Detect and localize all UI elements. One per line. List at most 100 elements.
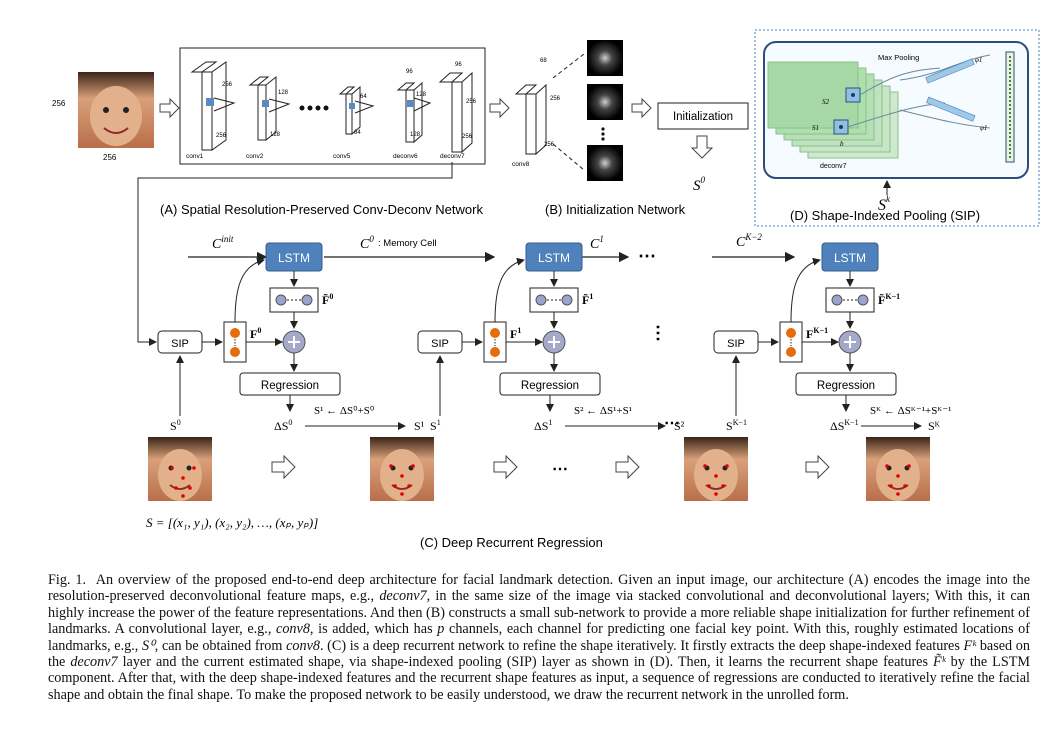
- s-out-label: S¹: [414, 419, 425, 433]
- lstm-label: LSTM: [278, 251, 310, 265]
- layer-conv2: 128 128 conv2: [246, 75, 291, 160]
- s1-label: S1: [812, 124, 819, 132]
- svg-text:256: 256: [222, 82, 233, 88]
- update-formula: Sᴷ ← ΔSᴷ⁻¹+Sᴷ⁻¹: [870, 405, 951, 417]
- caption-text-6: . (C) is a deep recurrent network to ref…: [319, 637, 964, 654]
- b-label: b: [840, 140, 844, 148]
- layer-conv8: [514, 83, 547, 156]
- svg-text:256: 256: [216, 133, 227, 139]
- regression-label: Regression: [817, 380, 875, 392]
- ellipsis-mid: ⋯: [648, 324, 668, 342]
- caption-em-2: conv8: [276, 621, 310, 638]
- s-in-label: SK−1: [726, 418, 747, 433]
- figure-caption: Fig. 1. An overview of the proposed end-…: [48, 572, 1030, 703]
- face-image-2: [684, 437, 748, 501]
- arrow-right-icon: [615, 454, 640, 480]
- caption-text-9: by the LSTM component. After that, with …: [48, 654, 1030, 703]
- face-image-0: [148, 437, 212, 501]
- lstm-label: LSTM: [538, 251, 570, 265]
- f-label: F0: [250, 326, 261, 341]
- panel-b-label: (B) Initialization Network: [545, 202, 686, 217]
- caption-em-3: p: [437, 621, 445, 638]
- panel-d: S2 S1 b deconv7 Max Pooling φ1 φ1 Sk (D)…: [754, 29, 1040, 227]
- phi-top-label: φ1: [975, 56, 982, 64]
- svg-text:64: 64: [360, 94, 367, 100]
- c-init-label: Cinit: [212, 234, 234, 252]
- shape-formula: S = [(x₁, y₁), (x₂, y₂), …, (xₚ, yₚ)]: [146, 515, 318, 530]
- initialization-box: [657, 102, 749, 130]
- heatmap-1: [587, 40, 623, 76]
- s-out-label: Sᴷ: [928, 419, 941, 433]
- s0-output: S0: [693, 175, 706, 194]
- sip-label: SIP: [727, 338, 745, 350]
- svg-text:128: 128: [416, 92, 427, 98]
- arrow-right-icon: [271, 454, 296, 480]
- svg-text:256: 256: [550, 96, 561, 102]
- svg-text:conv2: conv2: [246, 153, 264, 160]
- svg-text:68: 68: [540, 58, 547, 64]
- s2-label: S2: [822, 98, 830, 106]
- max-pooling-label: Max Pooling: [878, 53, 919, 62]
- delta-s-label: ΔSK−1: [830, 418, 859, 433]
- delta-s-label: ΔS1: [534, 418, 552, 433]
- arrow-down-icon: [690, 135, 714, 159]
- caption-em-6: Fᵏ: [963, 637, 977, 654]
- svg-text:128: 128: [278, 90, 289, 96]
- caption-em-8: F̃ᵏ: [932, 654, 946, 671]
- svg-text:64: 64: [354, 130, 361, 136]
- svg-text:256: 256: [544, 142, 555, 148]
- ftilde-label: F̃K−1: [878, 292, 900, 307]
- s-in-label: S1: [430, 418, 441, 433]
- f-label: F1: [510, 326, 521, 341]
- svg-text:deconv6: deconv6: [393, 153, 418, 160]
- svg-text:deconv7: deconv7: [440, 153, 465, 160]
- f-label: FK−1: [806, 326, 828, 341]
- caption-em-7: deconv7: [70, 654, 118, 671]
- ellipsis-faces: ⋯: [552, 461, 568, 478]
- lstm-label: LSTM: [834, 251, 866, 265]
- sk-input: Sk: [878, 194, 891, 214]
- face-image-1: [370, 437, 434, 501]
- phi-bottom-label: φ1: [980, 124, 987, 132]
- memory-cell-label: : Memory Cell: [378, 238, 437, 249]
- caption-em-1: deconv7: [379, 588, 427, 605]
- input-face-image: [78, 72, 154, 148]
- arrow-right-icon: [631, 97, 652, 119]
- sip-label: SIP: [171, 338, 189, 350]
- svg-text:conv5: conv5: [333, 153, 351, 160]
- feature-vector: [1005, 51, 1015, 163]
- caption-text-8: layer and the current estimated shape, v…: [117, 654, 933, 671]
- stage-2: LSTM F̃K−1 SIP FK−1 Regression ΔSK−1 Sᴷ ← ΔSᴷ⁻…: [713, 242, 951, 433]
- arrow-right-icon: [493, 454, 518, 480]
- regression-label: Regression: [261, 380, 319, 392]
- panel-c-label: (C) Deep Recurrent Regression: [420, 535, 603, 550]
- ellipsis-top: ⋯: [638, 246, 656, 266]
- delta-s-label: ΔS0: [274, 418, 292, 433]
- sip-label: SIP: [431, 338, 449, 350]
- svg-text:128: 128: [270, 132, 281, 138]
- heatmap-2: [587, 84, 623, 120]
- caption-text-7: based on the: [48, 637, 1030, 671]
- panel-b: 68 256 256 conv8 Initialization S0 (B) I…: [512, 40, 749, 217]
- caption-text-4: channels, each channel for predicting on…: [48, 621, 1030, 654]
- svg-text:128: 128: [410, 132, 421, 138]
- svg-text:96: 96: [406, 69, 413, 75]
- s-in-label: S0: [170, 418, 181, 433]
- panel-a: 256 256 256 256 conv1 128 128 conv2: [52, 47, 510, 217]
- input-size-left: 256: [52, 99, 66, 108]
- ftilde-label: F̃1: [582, 292, 593, 307]
- svg-text:256: 256: [466, 99, 477, 105]
- face-image-3: [866, 437, 930, 501]
- conv-deconv-box: [179, 47, 486, 165]
- regression-label: Regression: [521, 380, 579, 392]
- svg-text:256: 256: [462, 134, 473, 140]
- ftilde-label: F̃0: [322, 292, 333, 307]
- caption-text-3: , is added, which has: [309, 621, 438, 638]
- caption-em-4: S⁰: [141, 637, 155, 654]
- layer-conv5: 64 64 conv5: [333, 85, 375, 160]
- caption-text-2: , in the same size of the image via stac…: [48, 588, 1031, 638]
- svg-text:96: 96: [455, 62, 462, 68]
- initialization-label: Initialization: [673, 111, 733, 123]
- panel-d-label: (D) Shape-Indexed Pooling (SIP): [790, 208, 980, 223]
- panel-c: Cinit C0 : Memory Cell C1 ⋯ CK−2 ⋯ LSTM F…: [146, 232, 951, 550]
